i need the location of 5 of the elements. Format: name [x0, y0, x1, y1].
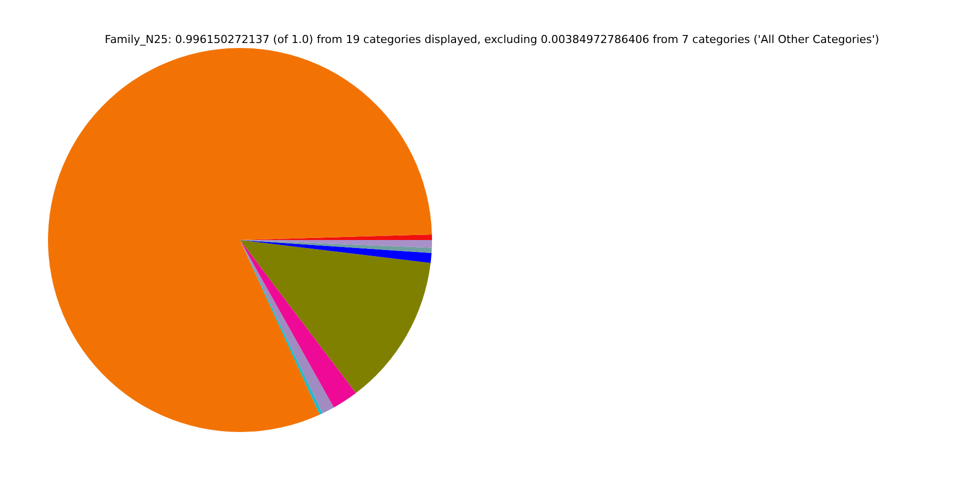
pie-slice — [240, 240, 356, 408]
pie-slice — [240, 240, 432, 263]
pie-slice — [240, 240, 431, 394]
text: Family_N25: 0.996150272137 (of 1.0) from 19 categories displayed, excluding 0.00384972786406 from 7 categories ('All Other Categories') — [104, 33, 880, 46]
pie-slice — [48, 48, 432, 432]
